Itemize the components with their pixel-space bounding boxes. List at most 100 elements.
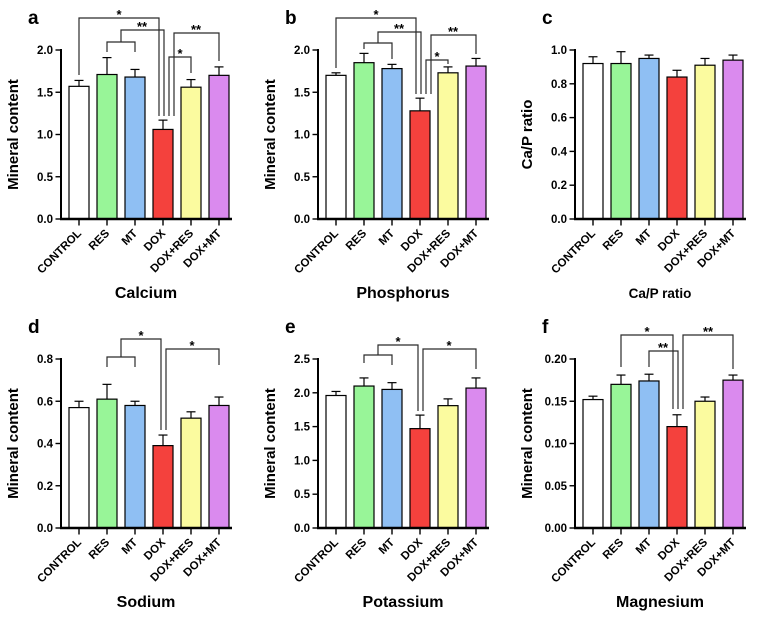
error-bar-DOX+RES [186,78,196,88]
category-label-RES: RES [344,227,369,252]
y-tick-label: 0.0 [551,214,567,226]
bar-DOX [152,445,174,529]
panel-letter: a [28,8,39,29]
bar-DOX [666,76,688,220]
sig-bracket-line [120,338,162,430]
error-bar-MT [387,63,397,69]
sig-bracket: ** [363,21,422,94]
sig-bracket: * [422,338,477,411]
y-tick-label: 1.5 [294,87,311,99]
bar-MT [124,76,146,220]
bar-DOX+RES [180,86,202,220]
sig-bracket: ** [648,340,679,409]
sig-bracket: ** [106,19,165,116]
y-tick-label: 0.4 [551,146,568,158]
bar-DOX+RES [694,64,716,220]
error-bar-DOX+MT [728,374,738,381]
y-axis-title: Mineral content [5,388,22,499]
category-label-CONTROL: CONTROL [549,537,598,586]
category-label-CONTROL: CONTROL [292,537,341,586]
bar-DOX [666,425,688,529]
error-bar-RES [102,57,112,75]
bar-DOX+MT [208,404,230,529]
y-tick-label: 0.8 [551,79,568,91]
sig-bracket-line [430,34,477,94]
error-bar-RES [102,383,112,400]
bar-DOX [409,428,431,529]
y-axis-title: Ca/P ratio [519,100,536,170]
error-bar-MT [130,400,140,406]
y-axis-title: Mineral content [5,79,22,190]
bar-CONTROL [325,394,347,529]
category-label-CONTROL: CONTROL [292,228,341,277]
sig-bracket-line [173,32,220,116]
sig-bracket-line [682,334,734,409]
bar-MT [381,67,403,220]
sig-label: * [395,334,401,349]
sig-bracket-line [377,31,422,94]
y-tick-label: 2.0 [294,388,310,400]
sig-bracket-line [648,350,679,409]
panel-d: 0.0 0.2 0.4 0.6 0.8 CONTROL RES MT DOX DOX+RES DOX… [0,309,257,618]
error-bar-MT [387,382,397,390]
error-bar-DOX+MT [471,377,481,389]
sig-bracket: ** [173,22,220,116]
sig-label: * [373,7,379,22]
error-bar-CONTROL [588,56,598,64]
sig-bracket-line [620,334,674,409]
error-bar-DOX+RES [443,66,453,73]
y-tick-label: 0.6 [551,113,567,125]
category-label-RES: RES [601,536,626,561]
sig-bracket-line [78,17,160,116]
bar-MT [638,57,660,220]
sig-bracket-line [106,41,136,52]
sig-bracket: * [363,334,419,411]
panel-c: 0.0 0.2 0.4 0.6 0.8 1.0 CONTROL RES MT DOX DOX+RES… [514,0,772,309]
y-tick-label: 0.8 [37,354,54,366]
y-tick-label: 0.4 [37,439,54,451]
error-bar-DOX+RES [186,411,196,419]
bar-CONTROL [68,406,90,529]
sig-label: ** [191,22,202,37]
y-tick-label: 0.0 [294,523,310,535]
category-label-MT: MT [120,228,140,248]
sig-label: ** [703,324,714,339]
sig-label: ** [448,24,459,39]
sig-bracket-line [106,356,136,367]
sig-label: * [644,324,650,339]
error-bar-DOX [672,414,682,427]
bar-RES [96,73,118,220]
sig-bracket: * [425,49,449,94]
y-tick-label: 0.15 [545,396,568,408]
error-bar-DOX+RES [700,396,710,402]
y-tick-label: 0.20 [545,354,567,366]
error-bar-CONTROL [588,395,598,400]
bar-RES [610,62,632,220]
y-tick-label: 0.0 [37,214,53,226]
y-tick-label: 2.0 [294,45,310,57]
y-axis-title: Mineral content [519,388,536,499]
y-tick-label: 1.0 [294,455,310,467]
y-axis-title: Mineral content [262,388,279,499]
error-bar-DOX+MT [471,57,481,67]
sig-bracket: * [106,328,162,430]
sig-bracket: ** [430,24,477,94]
error-bar-CONTROL [74,400,84,408]
panel-e: 0.0 0.5 1.0 1.5 2.0 2.5 CONTROL RES MT DOX DOX+RES… [257,309,514,618]
y-tick-label: 0.6 [37,396,53,408]
bar-CONTROL [582,62,604,220]
y-tick-label: 1.0 [551,45,567,57]
bar-DOX+MT [465,65,487,220]
y-tick-label: 0.2 [37,481,53,493]
sig-bracket: * [78,7,160,116]
category-label-RES: RES [601,227,626,252]
panel-letter: b [285,8,297,29]
sig-bracket-line [363,42,393,59]
panel-letter: f [542,317,549,338]
category-label-CONTROL: CONTROL [549,228,598,277]
category-label-MT: MT [120,537,140,557]
sig-bracket: * [620,324,674,409]
